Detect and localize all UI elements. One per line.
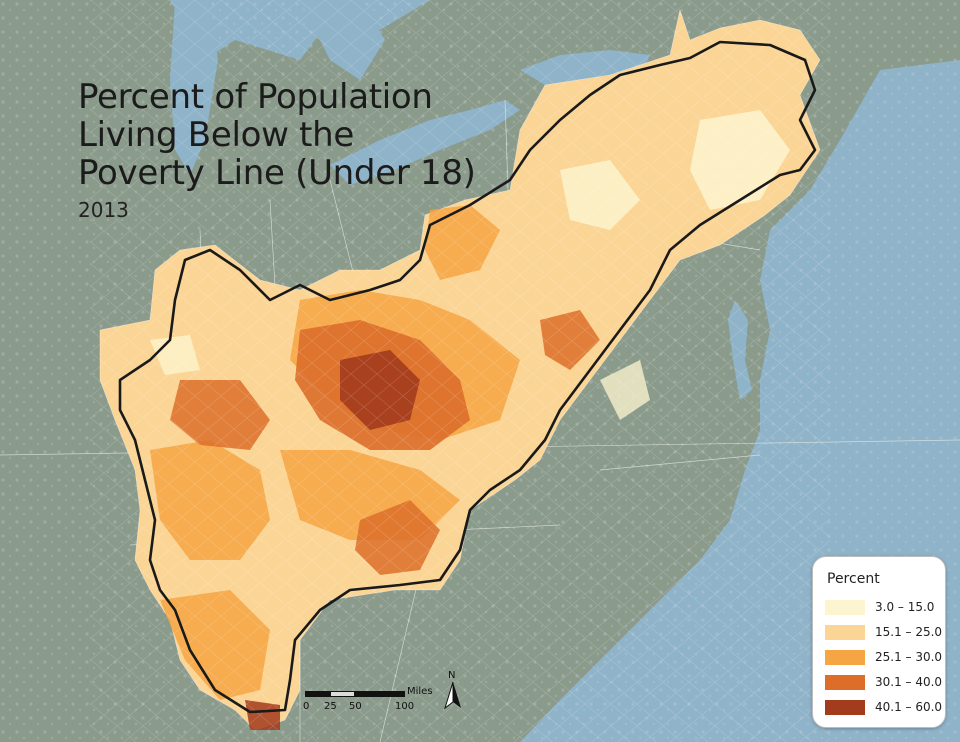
legend-item: 25.1 – 30.0 bbox=[825, 649, 942, 665]
scale-unit: Miles bbox=[407, 686, 433, 697]
legend-swatch bbox=[825, 599, 865, 615]
scale-bar: Miles 0 25 50 100 bbox=[303, 686, 445, 719]
appalachia-boundary bbox=[118, 40, 817, 714]
legend-item: 40.1 – 60.0 bbox=[825, 699, 942, 715]
legend: Percent 3.0 – 15.0 15.1 – 25.0 25.1 – 30… bbox=[812, 556, 946, 728]
appalachian-region bbox=[90, 0, 830, 742]
legend-label: 30.1 – 40.0 bbox=[875, 675, 943, 689]
legend-title: Percent bbox=[827, 571, 880, 587]
map-title: Percent of Population Living Below the P… bbox=[78, 78, 476, 222]
scale-tick-label: 0 bbox=[303, 701, 310, 712]
county-grid bbox=[90, 0, 830, 742]
scale-tick-label: 100 bbox=[395, 701, 415, 712]
legend-label: 40.1 – 60.0 bbox=[875, 700, 943, 714]
north-label: N bbox=[448, 670, 456, 681]
legend-label: 15.1 – 25.0 bbox=[875, 625, 943, 639]
title-line-2: Living Below the bbox=[78, 115, 354, 155]
scale-segment bbox=[330, 691, 355, 697]
scale-bar-graphic bbox=[305, 691, 405, 697]
legend-item: 30.1 – 40.0 bbox=[825, 674, 942, 690]
legend-item: 15.1 – 25.0 bbox=[825, 624, 942, 640]
scale-tick-label: 50 bbox=[349, 701, 362, 712]
north-arrow: N bbox=[444, 670, 462, 710]
legend-swatch bbox=[825, 649, 865, 665]
scale-tick-label: 25 bbox=[324, 701, 337, 712]
north-arrow-icon bbox=[444, 682, 461, 710]
legend-swatch bbox=[825, 699, 865, 715]
legend-swatch bbox=[825, 674, 865, 690]
title-line-3: Poverty Line (Under 18) bbox=[78, 153, 476, 193]
map-year: 2013 bbox=[78, 198, 129, 222]
title-line-1: Percent of Population bbox=[78, 77, 433, 117]
legend-label: 25.1 – 30.0 bbox=[875, 650, 943, 664]
scale-segment bbox=[355, 691, 405, 697]
scale-segment bbox=[305, 691, 330, 697]
legend-label: 3.0 – 15.0 bbox=[875, 600, 935, 614]
legend-item: 3.0 – 15.0 bbox=[825, 599, 934, 615]
legend-swatch bbox=[825, 624, 865, 640]
